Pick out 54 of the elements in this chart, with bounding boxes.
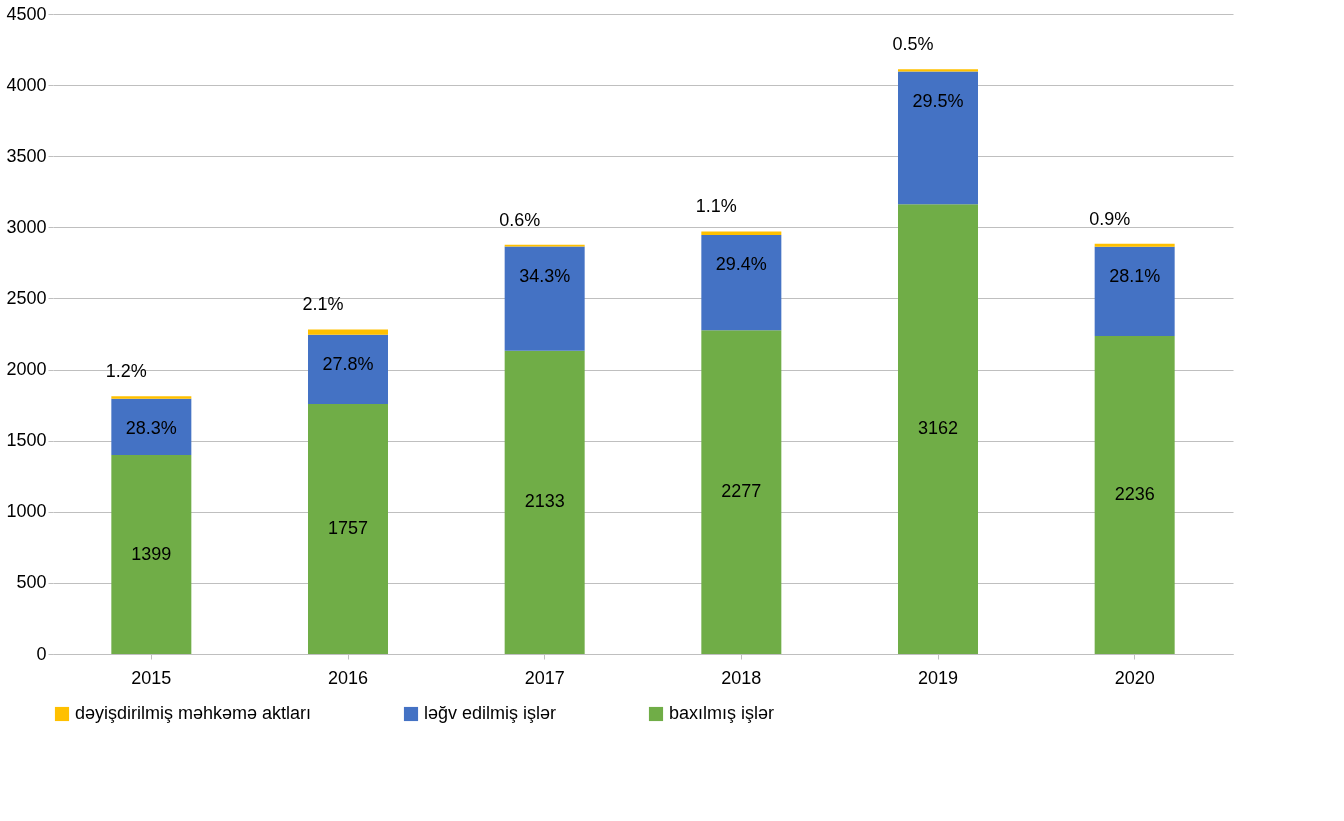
bar — [898, 69, 978, 72]
bar — [308, 329, 388, 335]
x-tick-label: 2017 — [524, 667, 565, 688]
bar — [111, 396, 192, 399]
annotation: 29.4% — [715, 254, 767, 275]
data-label: 1399 — [131, 543, 172, 564]
bar — [898, 71, 978, 205]
annotation: 0.5% — [892, 34, 934, 55]
annotation: 29.5% — [912, 90, 964, 111]
legend-label: ləğv edilmiş işlər — [424, 703, 557, 723]
bar — [701, 330, 782, 654]
legend-label: baxılmış işlər — [669, 703, 775, 723]
x-tick-label: 2019 — [917, 667, 959, 688]
x-tick-label: 2020 — [1114, 667, 1155, 688]
data-label: 2236 — [1114, 484, 1155, 504]
bar — [308, 404, 388, 654]
annotation: 34.3% — [519, 265, 571, 286]
x-tick-label: 2018 — [721, 667, 762, 688]
annotation: 2.1% — [302, 294, 344, 315]
y-tick-label: 0 — [36, 643, 47, 664]
annotation: 28.3% — [125, 417, 177, 438]
annotation: 0.9% — [1089, 208, 1131, 229]
bar — [111, 398, 192, 456]
annotation: 1.1% — [695, 196, 737, 217]
data-label: 2133 — [524, 491, 565, 512]
y-tick-label: 2000 — [6, 359, 47, 380]
x-tick-label: 2015 — [131, 667, 172, 688]
x-tick-label: 2016 — [327, 667, 369, 688]
bar — [111, 455, 192, 654]
y-tick-label: 2500 — [6, 287, 47, 308]
annotation: 27.8% — [322, 353, 374, 374]
bar — [308, 334, 388, 405]
bar — [504, 350, 585, 654]
bar — [1094, 243, 1175, 247]
data-label: 3162 — [917, 418, 959, 439]
bar — [898, 204, 978, 654]
bar — [504, 246, 585, 351]
y-tick-label: 3500 — [6, 145, 47, 166]
y-tick-label: 500 — [16, 572, 47, 593]
y-tick-label: 4500 — [6, 3, 47, 24]
bar — [1094, 335, 1175, 654]
data-label: 2277 — [721, 481, 762, 502]
bar — [701, 235, 782, 331]
bar — [701, 231, 782, 236]
annotation: 0.6% — [499, 209, 541, 230]
y-tick-label: 1500 — [6, 430, 47, 451]
annotation: 1.2% — [105, 361, 147, 382]
data-label: 1757 — [327, 518, 369, 539]
y-tick-label: 3000 — [6, 216, 47, 237]
y-tick-label: 1000 — [6, 501, 47, 522]
legend-label: dəyişdirilmiş məhkəmə aktları — [75, 703, 312, 723]
annotation: 28.1% — [1109, 265, 1161, 286]
y-tick-label: 4000 — [6, 74, 47, 95]
bar — [1094, 246, 1175, 336]
